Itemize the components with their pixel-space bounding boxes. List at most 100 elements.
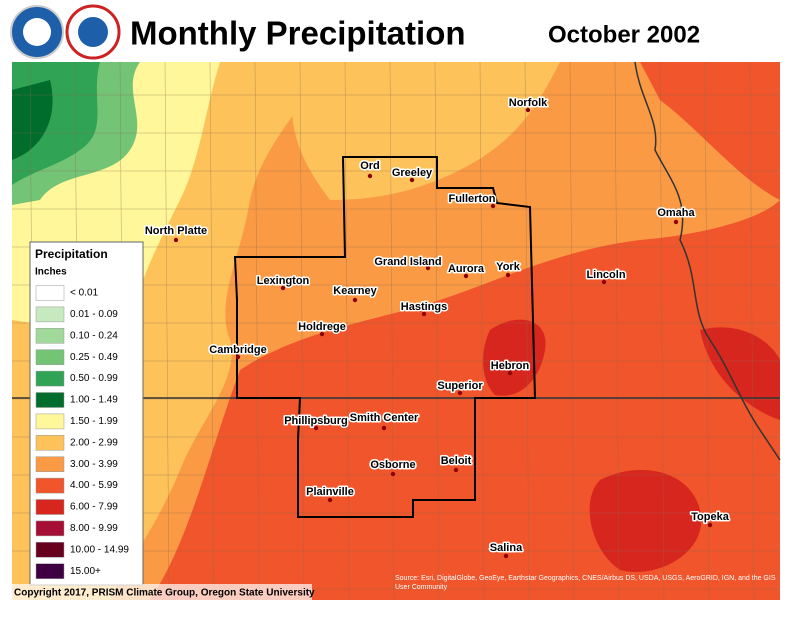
county-line bbox=[434, 61, 440, 601]
county-line bbox=[704, 61, 710, 601]
legend-swatch bbox=[35, 370, 65, 387]
region-outline bbox=[233, 156, 537, 518]
legend-label: 0.01 - 0.09 bbox=[70, 309, 118, 320]
city-label: Hebron bbox=[491, 360, 530, 372]
city-label: Kearney bbox=[333, 285, 377, 297]
city-label: Lexington bbox=[257, 275, 310, 287]
precip-zone bbox=[12, 80, 53, 160]
city-label: Topeka bbox=[691, 511, 730, 523]
city-dot bbox=[503, 553, 509, 559]
city-label: Aurora bbox=[448, 263, 485, 275]
county-line bbox=[659, 61, 665, 601]
legend-label: 15.00+ bbox=[70, 566, 101, 577]
city-dot bbox=[173, 237, 179, 243]
legend-swatch bbox=[35, 435, 65, 451]
city-dot bbox=[463, 273, 469, 279]
source-box: Source: Esri, DigitalGlobe, GeoEye, Eart… bbox=[395, 575, 776, 591]
legend-label: 0.50 - 0.99 bbox=[70, 373, 118, 384]
noaa-logo-inner bbox=[23, 18, 51, 46]
city-label: Omaha bbox=[657, 207, 695, 219]
county-line bbox=[299, 61, 305, 601]
nws-logo-inner bbox=[78, 17, 108, 47]
county-line bbox=[254, 61, 260, 601]
city-dot bbox=[525, 107, 531, 113]
city-dot bbox=[235, 354, 241, 360]
precip-zone bbox=[640, 62, 780, 200]
city-label: Hastings bbox=[401, 301, 447, 313]
legend-swatch bbox=[35, 306, 65, 323]
legend-label: 0.10 - 0.24 bbox=[70, 330, 118, 341]
city-dot bbox=[490, 203, 496, 209]
legend-swatch bbox=[35, 413, 65, 430]
city-label: Phillipsburg bbox=[284, 415, 348, 427]
title: Monthly Precipitation bbox=[130, 15, 466, 52]
city-dot bbox=[457, 390, 463, 396]
city-dot bbox=[390, 471, 396, 477]
city-label: Greeley bbox=[392, 167, 433, 179]
county-line bbox=[569, 61, 575, 601]
legend-swatch bbox=[35, 563, 65, 579]
city-label: Superior bbox=[437, 380, 483, 392]
city-label: Salina bbox=[490, 542, 523, 554]
source: Source: Esri, DigitalGlobe, GeoEye, Eart… bbox=[395, 575, 776, 591]
state-line bbox=[634, 61, 781, 461]
legend-swatch bbox=[35, 392, 65, 408]
legend-label: 0.25 - 0.49 bbox=[70, 352, 118, 363]
county-line bbox=[164, 61, 170, 601]
copyright-bg bbox=[12, 584, 312, 600]
city-label: Plainville bbox=[306, 486, 354, 498]
city-dot bbox=[505, 272, 511, 278]
city-label: Beloit bbox=[441, 455, 472, 467]
county-line bbox=[209, 61, 215, 601]
county-line bbox=[479, 61, 485, 601]
legend-label: < 0.01 bbox=[70, 288, 99, 299]
county-line bbox=[389, 61, 395, 601]
city-dot bbox=[425, 265, 431, 271]
city-label: Holdrege bbox=[298, 321, 346, 333]
city-label: Ord bbox=[360, 160, 380, 172]
legend-swatch bbox=[35, 499, 65, 515]
legend-label: 8.00 - 9.99 bbox=[70, 523, 118, 534]
county-line bbox=[524, 61, 530, 601]
city-dot bbox=[313, 425, 319, 431]
legend-label: 10.00 - 14.99 bbox=[70, 544, 129, 555]
precip-zone bbox=[291, 62, 560, 200]
precip-zone bbox=[589, 470, 702, 572]
period: October 2002 bbox=[548, 21, 700, 48]
city-dot bbox=[381, 425, 387, 431]
city-dot bbox=[409, 177, 415, 183]
city-label: Smith Center bbox=[350, 412, 419, 424]
city-dot bbox=[601, 279, 607, 285]
legend-label: 4.00 - 5.99 bbox=[70, 480, 118, 491]
city-label: Osborne bbox=[370, 459, 415, 471]
legend-swatch bbox=[35, 285, 65, 301]
city-dot bbox=[453, 467, 459, 473]
legend: Precipitation Inches < 0.01 0.01 - 0.09 0.… bbox=[29, 241, 144, 586]
city-label: Lincoln bbox=[586, 269, 625, 281]
legend-swatch bbox=[35, 349, 65, 365]
county-line bbox=[614, 61, 620, 601]
county-line bbox=[749, 61, 755, 601]
city-dot bbox=[280, 285, 286, 291]
precip-zone bbox=[700, 327, 780, 420]
city-dot bbox=[421, 311, 427, 317]
county-line bbox=[344, 61, 350, 601]
city-dot bbox=[707, 522, 713, 528]
legend-swatch bbox=[35, 477, 65, 494]
precip-zone bbox=[483, 319, 546, 396]
city-dot bbox=[673, 219, 679, 225]
cities: Norfolk Ord Greeley Fullerton Omaha North Pla… bbox=[143, 95, 731, 559]
city-label: York bbox=[496, 261, 521, 273]
legend-label: 6.00 - 7.99 bbox=[70, 502, 118, 513]
legend-swatch bbox=[35, 328, 65, 344]
city-dot bbox=[367, 173, 373, 179]
city-dot bbox=[507, 370, 513, 376]
city-label: Cambridge bbox=[209, 344, 266, 356]
legend-swatch bbox=[35, 542, 65, 558]
legend-label: 1.00 - 1.49 bbox=[70, 395, 118, 406]
city-dot bbox=[319, 331, 325, 337]
city-label: Fullerton bbox=[448, 193, 495, 205]
city-label: Norfolk bbox=[509, 97, 548, 109]
legend-swatch bbox=[35, 456, 65, 472]
